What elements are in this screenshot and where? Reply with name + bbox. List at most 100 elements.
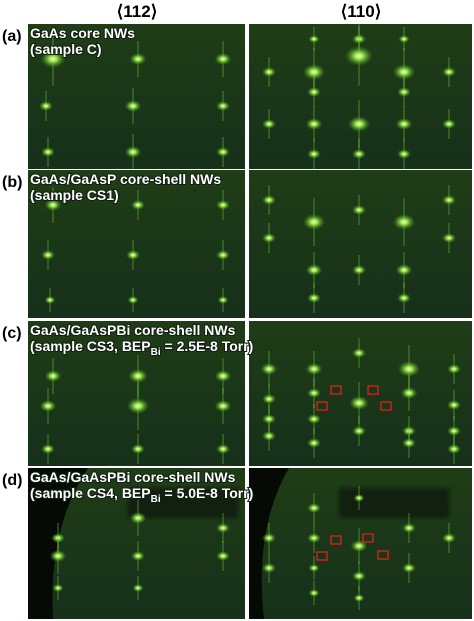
diffraction-spot [307,438,321,448]
diffraction-spot [214,370,232,382]
diffraction-spot [352,149,366,159]
diffraction-spot [352,34,366,44]
diffraction-spot [214,53,232,65]
diffraction-spot [347,116,371,132]
subscript: Bi [151,347,161,358]
diffraction-spot [308,35,320,43]
diffraction-spot [128,369,148,383]
diffraction-spot [442,233,456,243]
diffraction-spot [345,46,373,66]
subscript: Bi [151,494,161,505]
diffraction-spot [260,363,278,375]
diffraction-spot [127,296,139,304]
diffraction-spot [124,146,142,158]
highlight-box [316,401,328,411]
diffraction-spot [307,149,321,159]
diffraction-spot [307,388,321,398]
diffraction-spot [442,67,456,77]
diffraction-spot [131,200,145,210]
diffraction-spot [51,533,65,543]
diffraction-spot [392,214,416,230]
diffraction-spot [392,64,416,80]
diffraction-spot [352,571,366,581]
panel-title: GaAs/GaAsPBi core-shell NWs [30,322,236,338]
diffraction-spot [216,147,230,157]
diffraction-spot [41,444,55,454]
diffraction-spot [52,584,64,592]
sample-text-end: = 5.0E-8 Torr) [161,485,254,501]
highlight-box [330,535,342,545]
highlight-box [316,551,328,561]
diffraction-spot [302,214,326,230]
diffraction-spot [214,400,232,412]
diffraction-spot [262,67,276,77]
diffraction-spot [447,426,461,436]
rheed-pattern [28,468,245,619]
rheed-pattern [28,170,245,318]
rheed-pattern [28,321,245,466]
diffraction-spot [41,250,55,260]
diffraction-spot [400,387,418,399]
rheed-pattern [249,170,472,318]
diffraction-spot [262,233,276,243]
diffraction-spot [402,426,416,436]
diffraction-spot [402,563,416,573]
highlight-box [362,533,374,543]
column-header: ⟨112⟩ [117,2,158,21]
panel-sample: (sample CS1) [30,187,119,203]
highlight-box [377,550,389,560]
diffraction-spot [307,87,321,97]
pattern-background [249,24,472,169]
rheed-pattern [28,24,245,169]
diffraction-spot [39,101,53,111]
column-header: ⟨110⟩ [341,2,382,21]
diffraction-spot [49,550,67,562]
diffraction-spot [129,512,147,524]
diffraction-spot [447,400,461,410]
diffraction-spot [262,533,276,543]
diffraction-spot [398,35,410,43]
pattern-background [249,170,472,318]
diffraction-spot [397,87,411,97]
diffraction-spot [262,563,276,573]
diffraction-spot [262,195,276,205]
diffraction-spot [349,396,369,410]
diffraction-spot [353,494,365,502]
diffraction-spot [308,564,320,572]
rheed-pattern [249,468,472,619]
diffraction-spot [442,195,456,205]
highlight-box [367,385,379,395]
pattern-background [28,170,245,318]
highlight-box [380,401,392,411]
dark-debris [128,488,238,518]
diffraction-spot [129,53,147,65]
panels: (a) GaAs core NWs(sample C) (b) GaAs/GaAsP … [2,24,472,619]
sample-text-end: = 2.5E-8 Torr) [161,338,254,354]
panel-title: GaAs/GaAsP core-shell NWs [30,171,221,187]
diffraction-spot [353,594,365,602]
diffraction-spot [350,540,368,552]
diffraction-spot [305,264,323,276]
diffraction-spot [262,394,276,404]
panel-sample: (sample C) [30,41,102,57]
diffraction-spot [307,293,321,303]
diffraction-spot [307,414,321,424]
pattern-background [28,24,245,169]
diffraction-spot [44,296,56,304]
highlight-box [330,385,342,395]
diffraction-spot [397,149,411,159]
pattern-background [28,321,245,466]
diffraction-spot [216,444,230,454]
diffraction-spot [395,118,413,130]
diffraction-spot [126,398,150,414]
diffraction-spot [352,426,366,436]
diffraction-spot [216,200,230,210]
panel-label: (b) [2,174,22,191]
diffraction-spot [397,293,411,303]
panel-label: (c) [2,325,22,342]
shadow-region [28,468,88,619]
diffraction-spot [132,584,144,592]
diffraction-spot [216,250,230,260]
diffraction-spot [131,444,145,454]
